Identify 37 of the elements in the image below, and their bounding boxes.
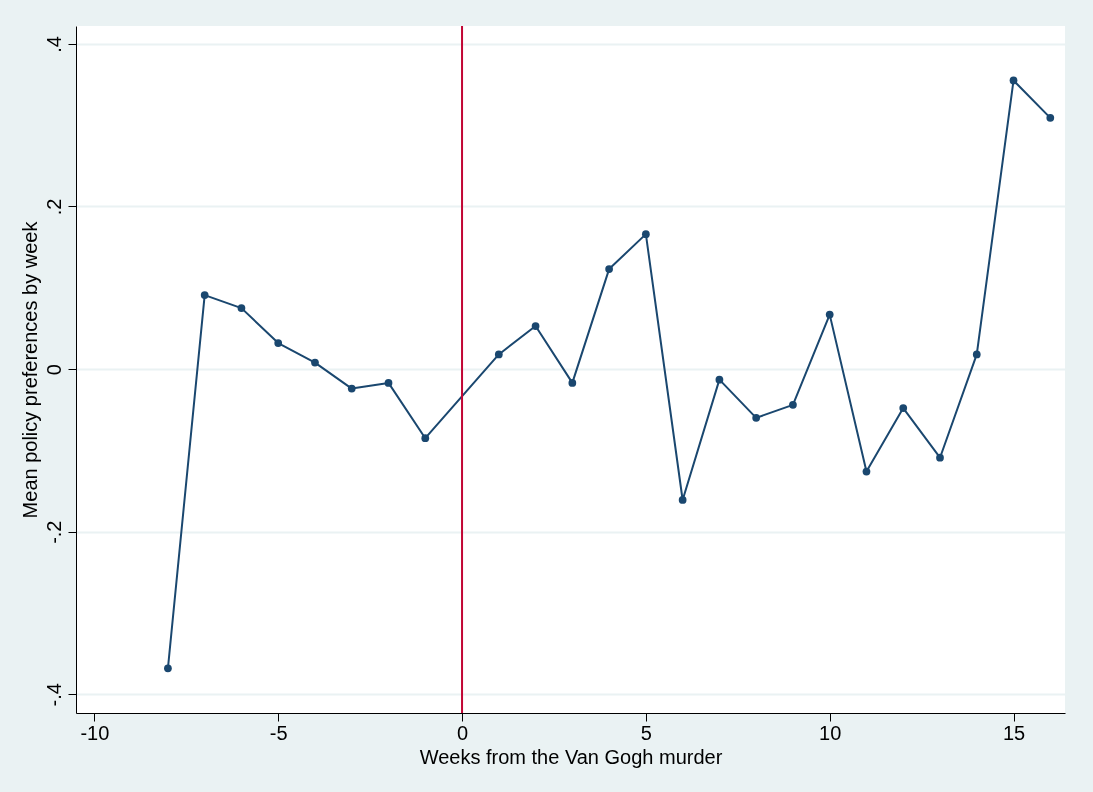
point	[789, 401, 797, 409]
y-tick-label: -.2	[42, 520, 65, 544]
point	[605, 265, 613, 273]
point	[421, 434, 430, 443]
point	[715, 375, 724, 384]
y-tick-label: -.4	[42, 683, 65, 707]
x-tick-label: 10	[819, 721, 842, 744]
x-tick-label: 5	[640, 721, 652, 744]
point	[1046, 114, 1055, 122]
point	[899, 404, 908, 412]
x-tick-label: -5	[269, 721, 288, 744]
point	[568, 379, 577, 387]
point	[274, 339, 283, 347]
point	[825, 310, 834, 319]
point	[862, 467, 871, 476]
point	[347, 384, 356, 393]
point	[642, 230, 650, 238]
x-axis-title: Weeks from the Van Gogh murder	[419, 745, 723, 768]
point	[164, 664, 172, 673]
x-tick-label: 15	[1002, 721, 1026, 744]
y-axis-title: Mean policy preferences by week	[18, 220, 41, 519]
point	[936, 453, 944, 462]
point	[200, 291, 209, 299]
y-tick-label: 0	[42, 364, 65, 376]
y-tick-label: .4	[42, 36, 65, 53]
point	[531, 322, 540, 330]
point	[237, 304, 246, 312]
point	[384, 379, 393, 387]
point	[1009, 76, 1018, 85]
point	[494, 350, 503, 359]
x-tick-label: 0	[456, 721, 469, 744]
point	[311, 358, 319, 367]
point	[972, 350, 981, 359]
point	[678, 496, 687, 504]
x-tick-label: -10	[80, 721, 110, 744]
point	[752, 414, 761, 422]
y-tick-label: .2	[42, 198, 65, 216]
